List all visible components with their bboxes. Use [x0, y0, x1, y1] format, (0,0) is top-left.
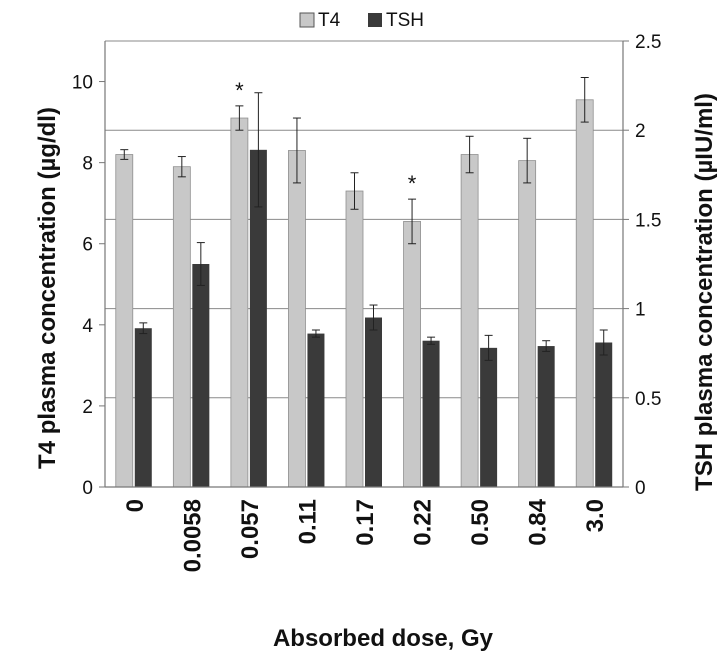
legend: T4 TSH	[299, 10, 424, 31]
bar-t4	[115, 154, 134, 488]
x-tick-label: 0.11	[294, 499, 321, 544]
bar-tsh	[134, 328, 152, 487]
tick-labels: 0 2 4 6 8 10 0 0.5 1 1.5 2 2.5 0 0.0058 0.057 0.11 0.17 0…	[72, 32, 662, 572]
bar-t4	[518, 160, 537, 488]
bar-tsh	[365, 317, 382, 487]
y-tick-label-left: 0	[82, 478, 93, 499]
x-tick-label: 0.22	[410, 499, 437, 546]
bar-t4	[230, 117, 249, 488]
y-tick-label-right: 2.5	[635, 32, 661, 53]
bar-tsh	[595, 342, 613, 487]
significance-marker: *	[408, 171, 417, 196]
significance-marker: *	[235, 78, 244, 103]
y-tick-label-left: 4	[82, 316, 93, 337]
bars	[115, 76, 613, 488]
y-tick-label-left: 2	[82, 397, 93, 418]
y-axis-title-right: TSH plasma concentration (µIU/ml)	[691, 93, 718, 491]
y-tick-label-right: 0	[635, 478, 646, 499]
bar-t4	[575, 99, 594, 488]
x-tick-label: 0.0058	[179, 499, 206, 572]
bar-tsh	[249, 149, 267, 487]
x-tick-label: 0	[122, 499, 149, 512]
x-tick-label: 0.50	[467, 499, 494, 546]
y-tick-label-right: 1.5	[635, 210, 661, 231]
y-tick-label-right: 2	[635, 121, 646, 142]
y-tick-label-left: 8	[82, 154, 93, 175]
bar-t4	[172, 166, 191, 488]
legend-label-t4: T4	[318, 10, 341, 31]
x-tick-label: 0.057	[237, 499, 264, 559]
legend-swatch-t4	[299, 12, 315, 28]
legend-label-tsh: TSH	[386, 10, 424, 31]
y-tick-label-right: 0.5	[635, 389, 661, 410]
legend-swatch-tsh	[368, 13, 382, 27]
bar-tsh	[537, 346, 555, 487]
x-tick-label: 0.84	[525, 498, 552, 545]
bar-tsh	[422, 340, 440, 487]
bar-tsh	[192, 264, 210, 487]
bar-t4	[345, 190, 364, 488]
y-tick-label-left: 10	[72, 73, 93, 94]
bar-t4	[288, 150, 306, 488]
x-tick-label: 3.0	[582, 499, 609, 532]
y-tick-label-right: 1	[635, 300, 646, 321]
x-axis-title: Absorbed dose, Gy	[273, 625, 494, 652]
bar-t4	[403, 221, 421, 488]
y-axis-title-left: T4 plasma concentration (µg/dl)	[34, 107, 61, 469]
bar-t4	[460, 154, 479, 488]
axes	[99, 40, 629, 488]
bar-tsh	[480, 347, 498, 487]
y-tick-label-left: 6	[82, 235, 93, 256]
bar-tsh	[307, 333, 325, 487]
gridlines	[105, 40, 623, 399]
x-tick-label: 0.17	[352, 499, 379, 546]
